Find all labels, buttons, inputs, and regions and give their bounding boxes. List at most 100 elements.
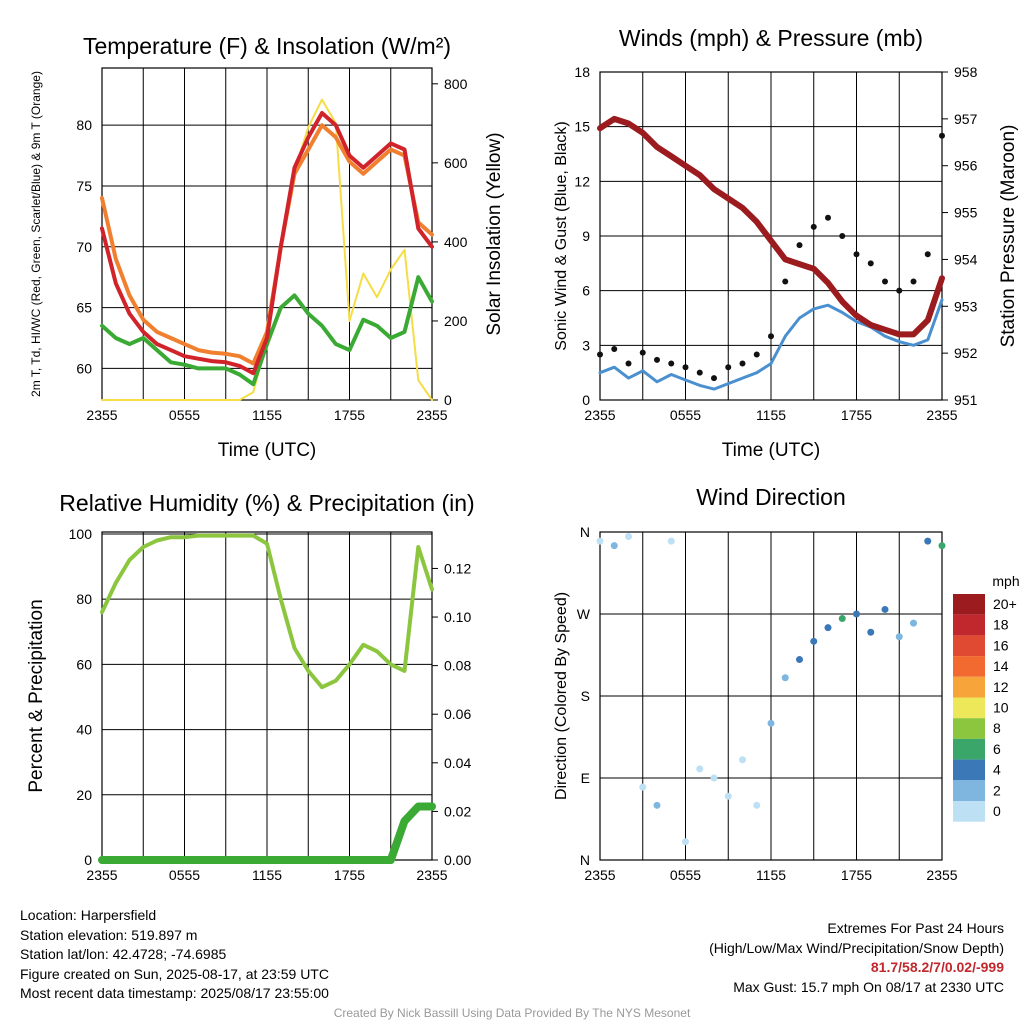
y2-tick-label: 0.04 — [444, 755, 471, 771]
x-axis-label: Time (UTC) — [218, 440, 317, 461]
y-tick-label: 0 — [84, 852, 92, 868]
y-tick-label: 9 — [582, 228, 590, 244]
y-tick-label: E — [581, 770, 590, 786]
x-tick-label: 0555 — [670, 867, 701, 883]
legend-label: 6 — [993, 741, 1001, 757]
direction-point — [753, 801, 761, 809]
y-tick-label: 40 — [76, 722, 92, 738]
legend-label: 2 — [993, 782, 1001, 798]
legend-swatch — [953, 718, 985, 739]
legend-label: 12 — [993, 679, 1009, 695]
y-tick-label: 100 — [69, 526, 93, 542]
direction-point — [781, 674, 789, 682]
y2-tick-label: 0.08 — [444, 658, 471, 674]
direction-point — [867, 628, 875, 636]
gust-point — [711, 375, 717, 382]
direction-point — [824, 624, 832, 632]
y-tick-label: 20 — [76, 787, 92, 803]
legend-label: 0 — [993, 803, 1001, 819]
y2-tick-label: 0 — [444, 392, 452, 408]
legend-swatch — [953, 614, 985, 636]
gust-point — [768, 333, 774, 340]
y-tick-label: 70 — [76, 239, 92, 255]
y2-tick-label: 951 — [954, 392, 978, 408]
direction-point — [696, 765, 704, 773]
x-tick-label: 1155 — [252, 407, 282, 423]
y2-tick-label: 955 — [954, 205, 978, 221]
chart-title: Wind Direction — [696, 484, 846, 510]
latlon-text: Station lat/lon: 42.4728; -74.6985 — [20, 946, 227, 962]
direction-point — [610, 542, 618, 550]
legend-swatch — [953, 594, 985, 615]
direction-point — [895, 633, 903, 641]
extremes-values: 81.7/58.2/7/0.02/-999 — [870, 959, 1004, 975]
gust-point — [896, 287, 903, 294]
gust-point — [725, 364, 732, 371]
x-axis-label: Time (UTC) — [722, 440, 821, 461]
gust-point — [597, 351, 603, 358]
y-tick-label: 12 — [574, 173, 590, 189]
y2-tick-label: 400 — [444, 234, 468, 250]
y-tick-label: S — [581, 688, 590, 704]
y2-tick-label: 956 — [954, 158, 978, 174]
x-tick-label: 2355 — [86, 407, 117, 423]
extremes-panel: Extremes For Past 24 Hours (High/Low/Max… — [709, 919, 1004, 997]
y2-tick-label: 0.06 — [444, 706, 471, 722]
temp-line — [100, 111, 434, 376]
x-tick-label: 0555 — [670, 407, 701, 423]
gust-point — [753, 351, 760, 358]
chart-title: Temperature (F) & Insolation (W/m²) — [83, 33, 451, 59]
y2-tick-label: 958 — [954, 64, 978, 80]
rh-line — [100, 533, 434, 690]
direction-point — [838, 615, 846, 623]
location-text: Location: Harpersfield — [20, 907, 157, 923]
x-tick-label: 0555 — [169, 407, 200, 423]
direction-point — [667, 537, 675, 545]
legend-label: 18 — [993, 617, 1009, 633]
y-tick-label: W — [577, 606, 591, 622]
legend-swatch — [953, 801, 985, 822]
y2-tick-label: 0.00 — [444, 852, 471, 868]
y-tick-label: 6 — [582, 283, 590, 299]
x-tick-label: 1755 — [334, 867, 365, 883]
legend-swatch — [953, 759, 985, 781]
x-tick-label: 2355 — [584, 867, 615, 883]
gust-point — [696, 369, 703, 376]
x-tick-label: 0555 — [169, 867, 200, 883]
x-tick-label: 2355 — [926, 867, 957, 883]
dew-line — [100, 275, 434, 387]
legend-label: 4 — [993, 762, 1001, 778]
y2-tick-label: 953 — [954, 298, 978, 314]
precip-line — [98, 802, 436, 864]
y2-tick-label: 800 — [444, 76, 468, 92]
legend-swatch — [953, 697, 985, 719]
gust-point — [796, 242, 803, 249]
legend-swatch — [953, 780, 985, 801]
legend-label: 20+ — [993, 596, 1017, 612]
elevation-text: Station elevation: 519.897 m — [20, 926, 198, 943]
gust-point — [910, 278, 917, 285]
direction-point — [739, 756, 746, 764]
y-tick-label: 15 — [574, 119, 590, 135]
x-tick-label: 2355 — [416, 867, 447, 883]
gust-point — [924, 251, 931, 258]
x-tick-label: 1755 — [841, 407, 872, 423]
gust-point — [882, 278, 888, 285]
direction-point — [710, 774, 718, 782]
gust-point — [625, 360, 632, 367]
y-tick-label: N — [580, 852, 590, 868]
extremes-title: Extremes For Past 24 Hours — [827, 920, 1004, 936]
x-tick-label: 1755 — [841, 867, 872, 883]
wind-line — [598, 298, 944, 391]
legend-swatch — [953, 676, 985, 698]
gust-point — [839, 233, 846, 239]
y2-tick-label: 0.10 — [444, 609, 471, 625]
legend-title: mph — [992, 573, 1019, 589]
y-tick-label: 80 — [76, 591, 92, 607]
y-tick-label: 65 — [76, 300, 92, 316]
x-tick-label: 1755 — [334, 407, 365, 423]
direction-point — [910, 619, 917, 627]
x-tick-label: 2355 — [926, 407, 957, 423]
direction-point — [796, 656, 803, 664]
